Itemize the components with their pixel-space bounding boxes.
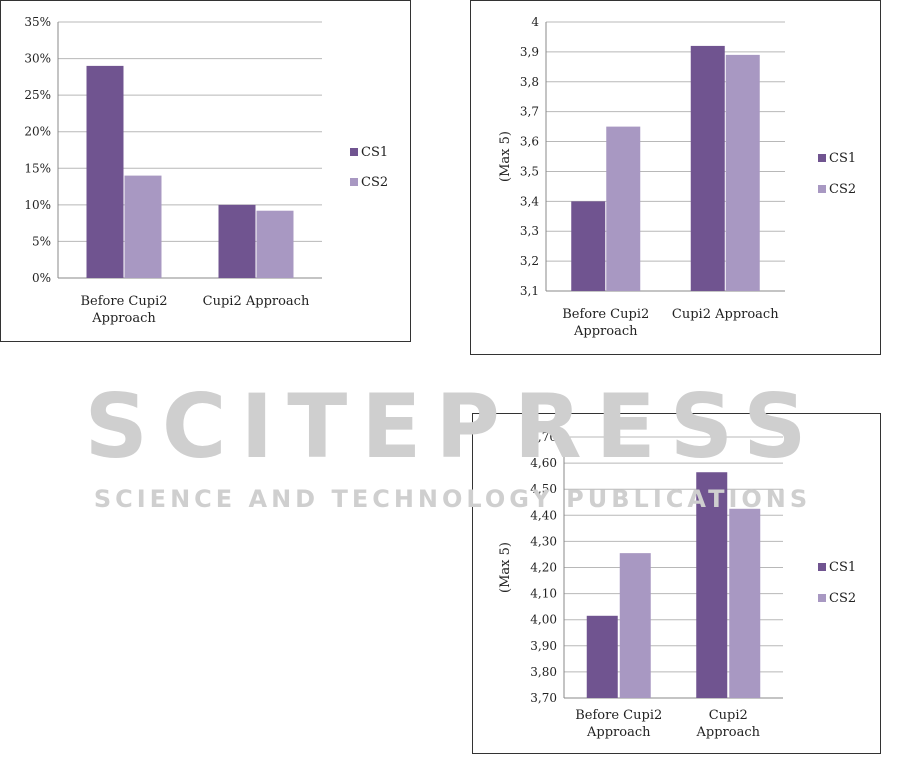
chart-percentage: 0% 5% 10% 15% 20% 25% 30% 35% Before Cupi2 Approa… <box>0 0 411 342</box>
y-tick-label: 3,2 <box>520 254 539 268</box>
y-tick-label: 0% <box>32 271 51 285</box>
legend-swatch-cs1 <box>818 563 826 571</box>
legend-swatch-cs1 <box>350 148 358 156</box>
legend-label-cs2: CS2 <box>361 175 388 190</box>
y-tick-label: 4,50 <box>530 482 557 496</box>
bar-cs2 <box>729 508 761 698</box>
legend-label-cs1: CS1 <box>829 151 856 166</box>
y-tick-label: 3,70 <box>530 691 557 705</box>
y-tick-label: 3,3 <box>520 224 539 238</box>
y-tick-label: 4,30 <box>530 534 557 548</box>
y-tick-label: 3,9 <box>520 45 539 59</box>
legend-label-cs1: CS1 <box>829 560 856 575</box>
x-category-label: Approach <box>586 725 651 740</box>
y-tick-label: 4,00 <box>530 613 557 627</box>
y-tick-label: 3,80 <box>530 665 557 679</box>
legend-label-cs2: CS2 <box>829 182 856 197</box>
bar-cs1 <box>86 65 124 278</box>
y-tick-label: 15% <box>24 161 51 175</box>
chart-rating-max5-b-svg: 3,70 3,80 3,90 4,00 4,10 4,20 4,30 4,40 4,50 4,60… <box>498 430 856 740</box>
x-category-label: Before Cupi2 <box>562 307 649 322</box>
x-category-label: Approach <box>573 324 638 339</box>
y-axis-title: (Max 5) <box>498 542 513 593</box>
legend-swatch-cs1 <box>818 154 826 162</box>
bar-cs1 <box>218 204 256 278</box>
y-tick-label: 3,6 <box>520 135 539 149</box>
chart-rating-max5-a-svg: 3,1 3,2 3,3 3,4 3,5 3,6 3,7 3,8 3,9 4 Before Cupi2… <box>498 15 856 339</box>
x-category-label: Cupi2 Approach <box>203 294 310 309</box>
bar-cs2 <box>256 210 294 278</box>
legend-label-cs1: CS1 <box>361 145 388 160</box>
legend-swatch-cs2 <box>350 178 358 186</box>
x-category-label: Approach <box>91 311 156 326</box>
y-tick-label: 4,70 <box>530 430 557 444</box>
bar-cs1 <box>586 615 618 698</box>
x-category-label: Cupi2 Approach <box>672 307 779 322</box>
y-tick-label: 3,5 <box>520 164 539 178</box>
y-tick-label: 3,90 <box>530 639 557 653</box>
y-tick-label: 4,20 <box>530 561 557 575</box>
bar-cs1 <box>571 201 606 291</box>
chart-percentage-svg: 0% 5% 10% 15% 20% 25% 30% 35% Before Cupi2 Approa… <box>24 15 388 326</box>
y-tick-label: 4 <box>531 15 539 29</box>
x-category-label: Before Cupi2 <box>81 294 168 309</box>
x-category-label: Approach <box>696 725 761 740</box>
y-tick-label: 3,7 <box>520 105 539 119</box>
bar-cs2 <box>124 175 162 278</box>
bar-cs1 <box>690 45 725 292</box>
bar-cs1 <box>696 472 728 698</box>
y-axis-title: (Max 5) <box>498 131 513 182</box>
y-tick-label: 30% <box>24 52 51 66</box>
legend-swatch-cs2 <box>818 594 826 602</box>
y-tick-label: 10% <box>24 198 51 212</box>
y-tick-label: 35% <box>24 15 51 29</box>
bar-cs2 <box>619 553 651 698</box>
x-category-label: Cupi2 <box>709 708 748 723</box>
y-tick-label: 4,60 <box>530 456 557 470</box>
chart-rating-max5-b: 3,70 3,80 3,90 4,00 4,10 4,20 4,30 4,40 4,50 4,60… <box>472 413 881 754</box>
bar-cs2 <box>606 126 641 291</box>
y-tick-label: 3,4 <box>520 194 539 208</box>
x-category-label: Before Cupi2 <box>575 708 662 723</box>
chart-rating-max5-a: 3,1 3,2 3,3 3,4 3,5 3,6 3,7 3,8 3,9 4 Before Cupi2… <box>470 0 881 355</box>
y-tick-label: 25% <box>24 88 51 102</box>
y-tick-label: 3,1 <box>520 284 539 298</box>
legend-label-cs2: CS2 <box>829 591 856 606</box>
legend-swatch-cs2 <box>818 185 826 193</box>
bar-cs2 <box>725 54 760 291</box>
y-tick-label: 4,40 <box>530 508 557 522</box>
y-tick-label: 20% <box>24 125 51 139</box>
y-tick-label: 4,10 <box>530 587 557 601</box>
y-tick-label: 5% <box>32 234 51 248</box>
y-tick-label: 3,8 <box>520 75 539 89</box>
